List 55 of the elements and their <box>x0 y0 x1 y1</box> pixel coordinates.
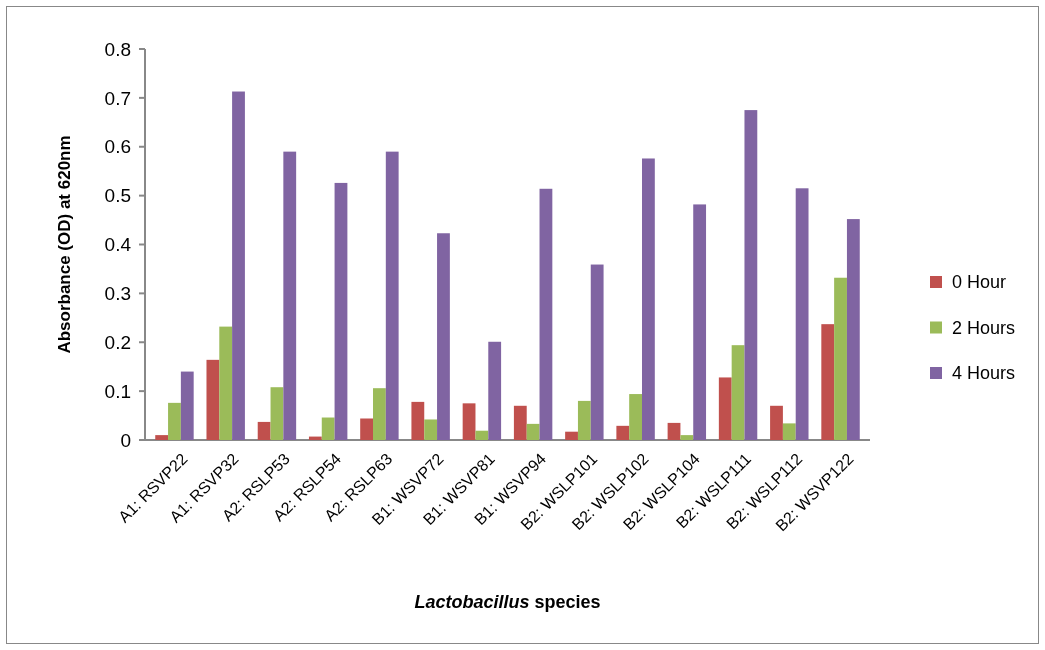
y-tick-label: 0.1 <box>104 380 131 402</box>
bar <box>488 341 502 440</box>
bar <box>424 419 438 440</box>
bar <box>360 418 373 440</box>
bar <box>770 405 783 440</box>
legend-label: 4 Hours <box>952 363 1016 384</box>
y-tick-label: 0.2 <box>104 331 131 353</box>
bar <box>782 423 796 440</box>
bar <box>590 264 604 440</box>
bar <box>437 233 450 440</box>
bar <box>629 394 642 440</box>
bar <box>283 151 297 440</box>
y-axis-title: Absorbance (OD) at 620nm <box>55 135 74 354</box>
bar <box>334 182 348 440</box>
bar <box>821 324 835 440</box>
y-tick-label: 0 <box>120 429 131 451</box>
bar <box>168 402 181 440</box>
bar <box>180 371 194 440</box>
bar <box>373 388 386 440</box>
bar <box>577 400 591 440</box>
y-tick-label: 0.7 <box>104 87 131 109</box>
x-axis-title: Lactobacillus species <box>414 592 601 612</box>
bar <box>744 110 758 440</box>
y-tick-label: 0.4 <box>104 234 132 256</box>
bar <box>513 405 527 440</box>
bar <box>155 435 169 440</box>
bar <box>526 423 540 440</box>
bar <box>257 421 271 440</box>
bar <box>219 326 233 440</box>
bar <box>731 345 745 440</box>
bar <box>616 425 630 440</box>
bar <box>795 188 809 440</box>
bar <box>232 91 245 440</box>
bar <box>270 387 284 440</box>
bar <box>539 188 553 440</box>
bar <box>680 435 694 440</box>
bar <box>642 158 655 440</box>
bar <box>667 422 681 440</box>
bar <box>462 403 476 440</box>
bar <box>385 151 399 440</box>
bar <box>693 204 707 440</box>
bar <box>846 219 860 440</box>
bar <box>718 377 732 440</box>
legend-label: 2 Hours <box>952 317 1016 338</box>
bar <box>411 401 425 440</box>
y-tick-label: 0.8 <box>104 38 131 60</box>
legend-label: 0 Hour <box>952 272 1007 293</box>
bar <box>206 359 220 440</box>
bar <box>321 417 335 440</box>
bar <box>475 430 489 440</box>
bar <box>565 431 578 440</box>
y-tick-label: 0.5 <box>104 185 131 207</box>
y-tick-label: 0.6 <box>104 136 131 158</box>
bar <box>834 277 847 440</box>
y-tick-label: 0.3 <box>104 283 131 305</box>
